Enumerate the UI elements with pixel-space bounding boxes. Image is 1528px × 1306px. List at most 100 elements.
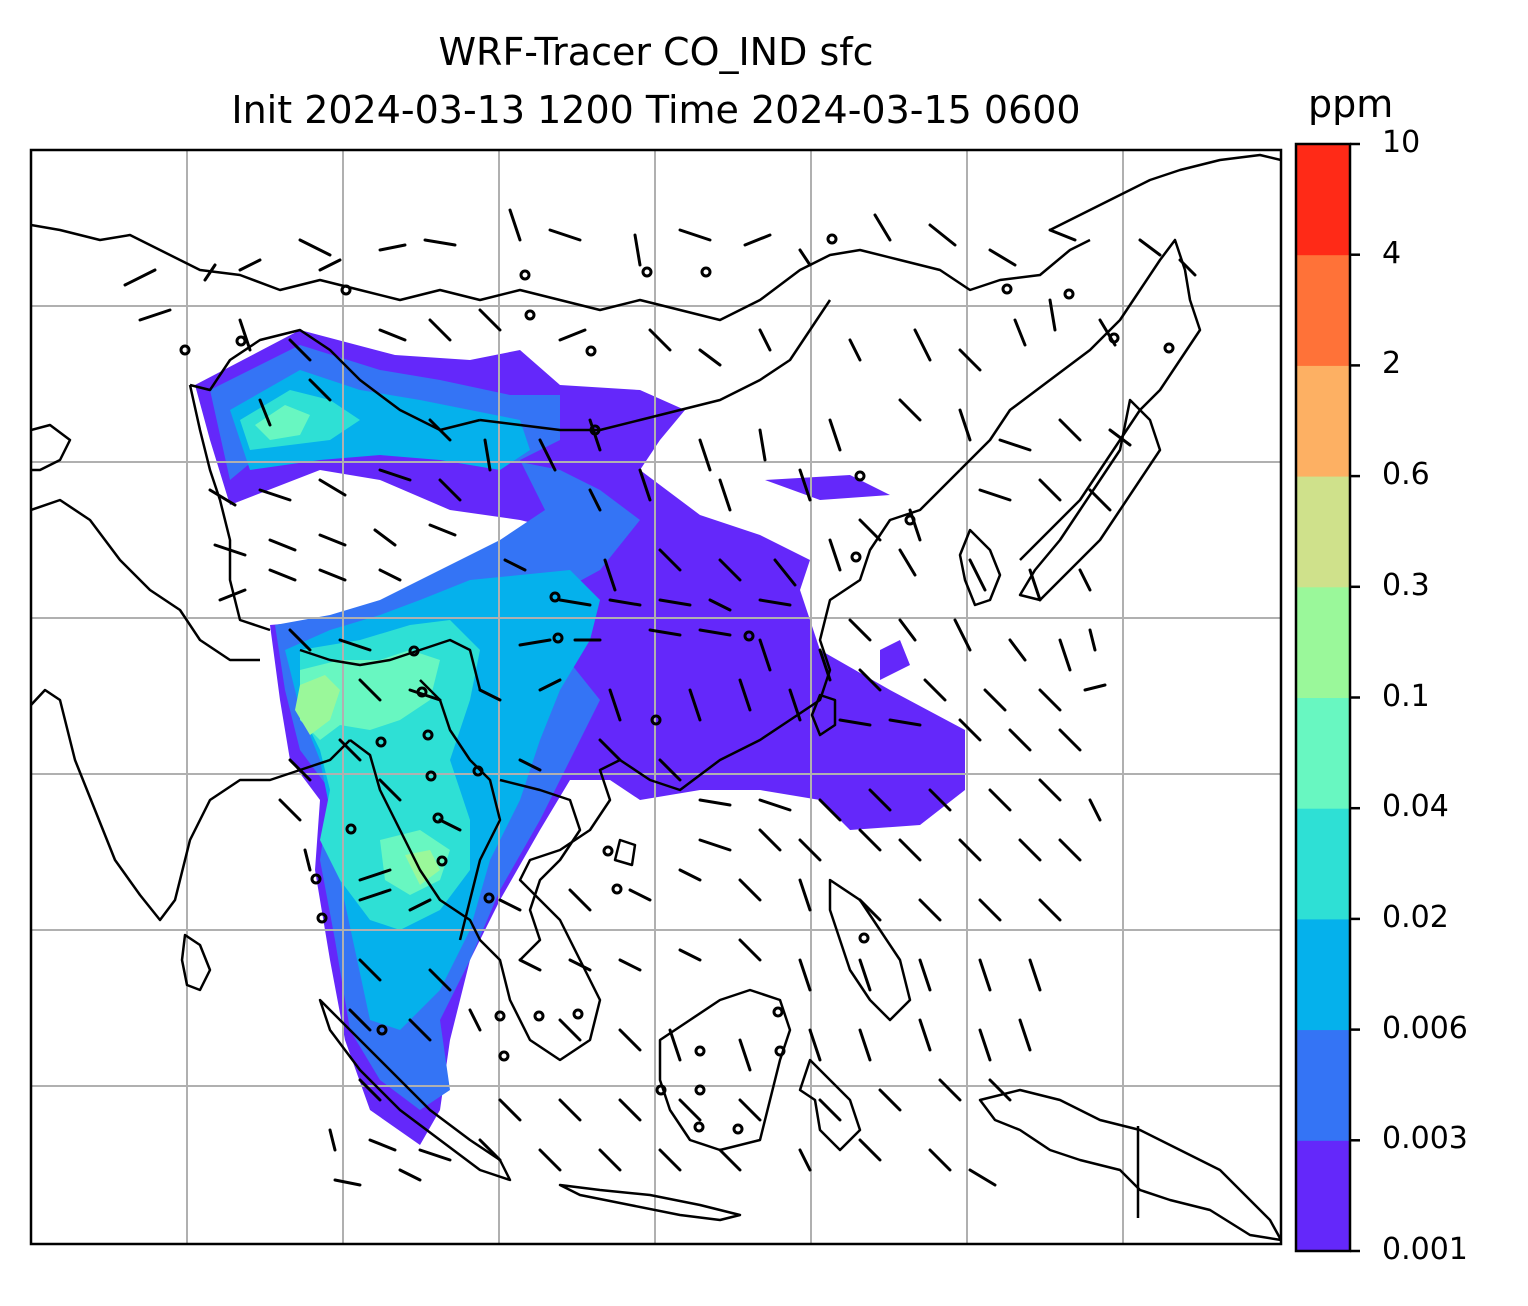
calm-marker <box>345 823 357 835</box>
field-band-0.1 <box>295 675 440 885</box>
wind-barb <box>218 568 1097 672</box>
calm-marker <box>498 1050 510 1062</box>
colorbar-segment <box>1296 586 1350 698</box>
coastline-sri-lanka <box>180 933 212 992</box>
concentration-field <box>195 330 965 1145</box>
gridlines <box>31 150 1281 1244</box>
border-india-china <box>189 328 481 432</box>
wind-barb <box>278 798 1082 882</box>
calm-marker <box>519 269 531 281</box>
calm-marker <box>774 1045 786 1057</box>
wind-barb <box>208 468 1112 542</box>
colorbar-segment <box>1296 144 1350 256</box>
calm-marker <box>549 591 561 603</box>
calm-marker <box>589 424 601 436</box>
wind-barb <box>123 208 1197 322</box>
calm-marker <box>611 883 623 895</box>
calm-marker <box>693 1121 705 1133</box>
calm-marker <box>826 233 838 245</box>
calm-marker <box>904 514 916 526</box>
colorbar-tick-label: 0.6 <box>1382 457 1430 493</box>
calm-marker <box>602 845 614 857</box>
colorbar-segment <box>1296 918 1350 1031</box>
calm-marker <box>432 812 444 824</box>
wind-barb <box>288 738 1102 822</box>
calm-marker <box>179 344 191 356</box>
wind-barb <box>238 298 1117 372</box>
calm-marker <box>416 686 428 698</box>
colorbar-tick-label: 0.1 <box>1382 678 1430 714</box>
coastline-borneo <box>658 988 792 1152</box>
wind-barb <box>358 1078 1012 1122</box>
colorbar-unit-label: ppm <box>1308 82 1394 126</box>
calm-marker <box>1001 283 1013 295</box>
colorbar-tick-label: 4 <box>1382 235 1402 271</box>
colorbar-tick-label: 0.02 <box>1382 899 1449 935</box>
calm-marker <box>422 729 434 741</box>
calm-marker <box>655 1084 667 1096</box>
calm-marker <box>858 932 870 944</box>
wind-barb <box>348 1008 1032 1072</box>
colorbar <box>1294 142 1360 1253</box>
border-laos-vietnam <box>499 778 582 961</box>
calm-marker <box>700 266 712 278</box>
border-mongolia-china <box>479 299 832 432</box>
wind-barb <box>328 1128 997 1187</box>
calm-marker <box>375 736 387 748</box>
border-india-pakistan <box>188 384 271 632</box>
coastline-korea <box>958 528 1002 607</box>
calm-marker <box>425 770 437 782</box>
calm-marker <box>376 1024 388 1036</box>
colorbar-tick-label: 0.003 <box>1382 1121 1468 1157</box>
calm-marker <box>436 855 448 867</box>
wind-barb <box>358 938 1042 992</box>
border-nepal-bhutan <box>299 638 482 691</box>
calm-marker <box>1063 288 1075 300</box>
coastline-hainan <box>613 838 637 867</box>
calm-markers <box>179 233 1175 1135</box>
border-myanmar <box>419 679 502 941</box>
calm-marker <box>772 1006 784 1018</box>
calm-marker <box>1163 342 1175 354</box>
colorbar-segment <box>1296 476 1350 588</box>
calm-marker <box>572 1008 584 1020</box>
calm-marker <box>494 1010 506 1022</box>
coastline-north <box>1049 153 1281 232</box>
plot-title-line1: WRF-Tracer CO_IND sfc <box>438 30 874 74</box>
calm-marker <box>732 1123 744 1135</box>
calm-marker <box>310 873 322 885</box>
field-band-0.04 <box>255 405 450 895</box>
calm-marker <box>585 345 597 357</box>
wind-barb <box>258 378 1132 472</box>
calm-marker <box>235 335 247 347</box>
colorbar-tick-label: 0.04 <box>1382 789 1449 825</box>
calm-marker <box>850 551 862 563</box>
wind-barbs <box>123 208 1197 1187</box>
calm-marker <box>408 645 420 657</box>
wind-barb <box>213 523 1092 602</box>
calm-marker <box>743 630 755 642</box>
colorbar-tick-label: 0.3 <box>1382 567 1430 603</box>
calm-marker <box>1108 332 1120 344</box>
coastline-china-north <box>959 238 1202 561</box>
colorbar-tick-label: 0.006 <box>1382 1010 1468 1046</box>
calm-marker <box>854 470 866 482</box>
calm-marker <box>340 284 352 296</box>
colorbar-segment <box>1296 697 1350 809</box>
coastline-taiwan <box>810 693 837 737</box>
calm-marker <box>316 912 328 924</box>
calm-marker <box>694 1084 706 1096</box>
colorbar-tick-label: 0.001 <box>1382 1232 1468 1267</box>
coastline-philippines <box>828 878 912 1022</box>
coastline-myanmar-thai <box>349 469 961 1062</box>
coastline-india <box>31 688 351 922</box>
coastline-new-guinea <box>978 1088 1281 1242</box>
border-iran <box>31 498 260 662</box>
colorbar-segment <box>1296 808 1350 920</box>
calm-marker <box>650 714 662 726</box>
colorbar-segment <box>1296 1029 1350 1141</box>
coastline-arabia <box>31 423 72 472</box>
coastline-japan <box>1018 398 1162 602</box>
coastline-sulawesi <box>798 1058 862 1152</box>
